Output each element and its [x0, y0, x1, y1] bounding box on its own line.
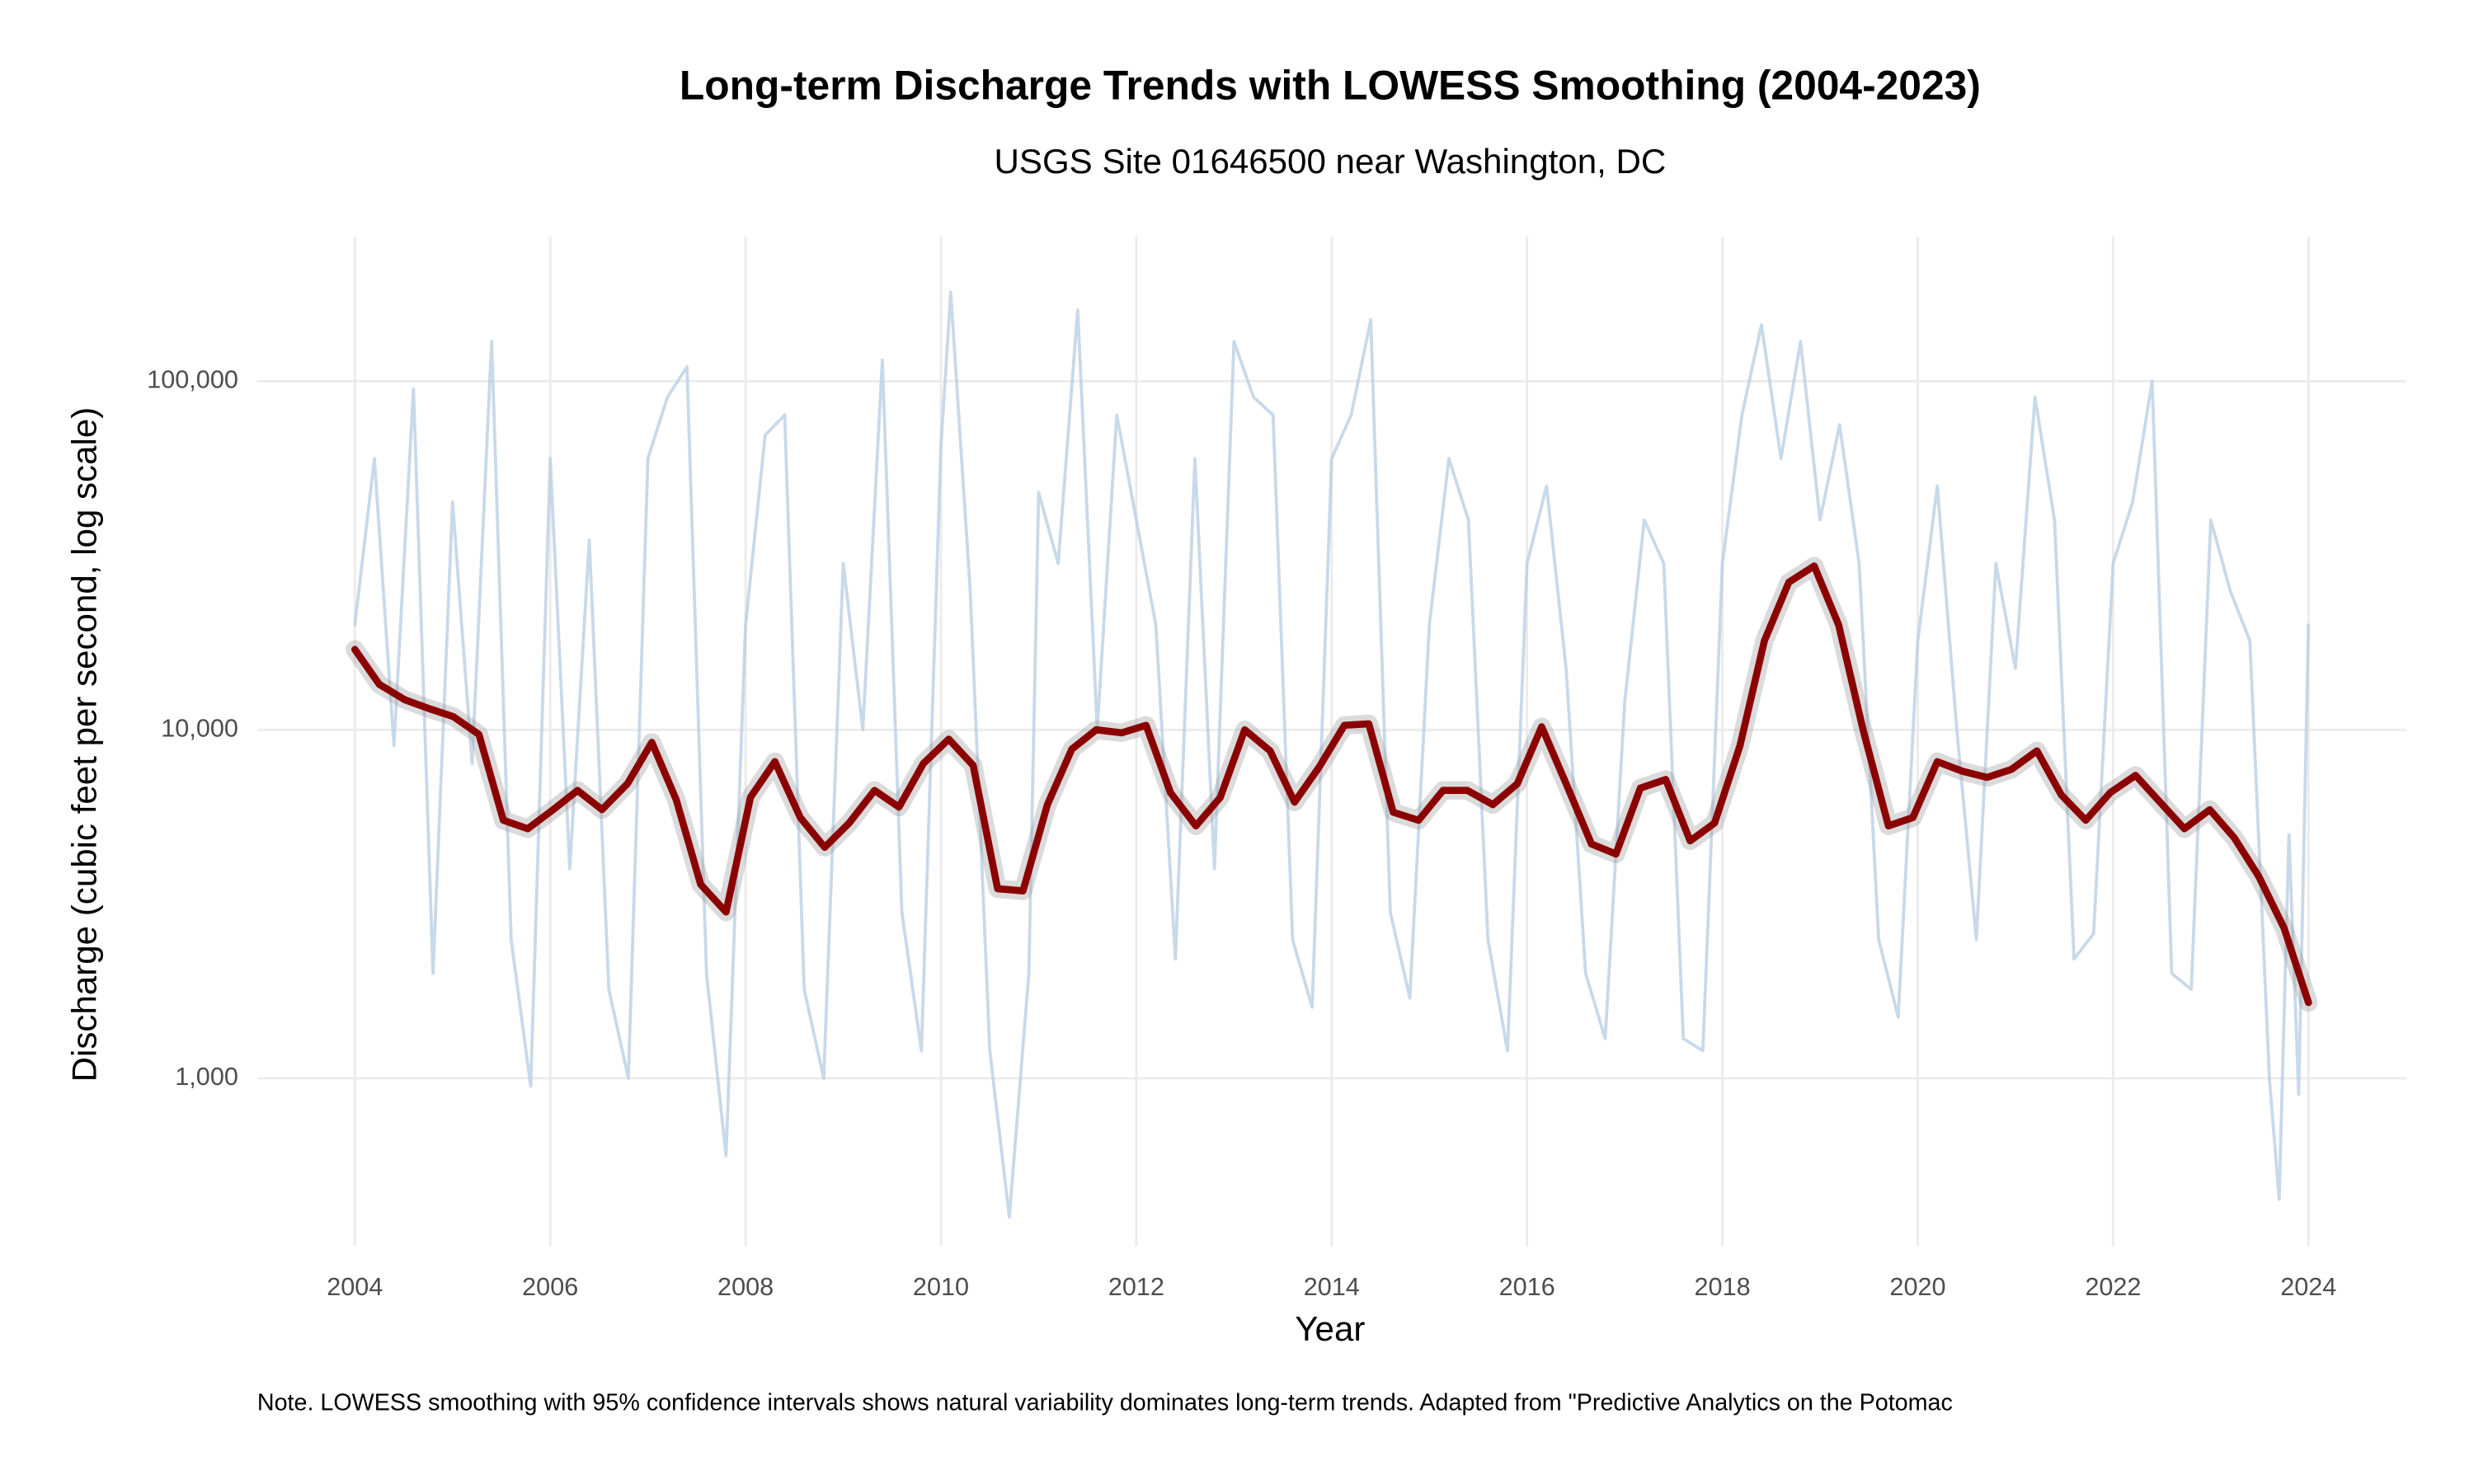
x-tick-label: 2024 — [2280, 1273, 2336, 1301]
y-tick-label: 10,000 — [161, 714, 238, 742]
y-tick-label: 100,000 — [147, 366, 238, 394]
x-tick-label: 2004 — [327, 1273, 383, 1301]
chart-title: Long-term Discharge Trends with LOWESS S… — [680, 62, 1981, 108]
lowess-line — [351, 562, 2312, 1007]
x-axis-label: Year — [1295, 1309, 1365, 1348]
x-tick-label: 2012 — [1108, 1273, 1164, 1301]
note: Note. LOWESS smoothing with 95% confiden… — [257, 1389, 1953, 1416]
y-tick-label: 1,000 — [175, 1063, 238, 1091]
x-tick-label: 2020 — [1889, 1273, 1945, 1301]
y-axis-label: Discharge (cubic feet per second, log sc… — [64, 407, 103, 1082]
plot-area — [346, 290, 2318, 1219]
x-tick-label: 2014 — [1304, 1273, 1360, 1301]
x-tick-label: 2022 — [2085, 1273, 2141, 1301]
x-tick-label: 2010 — [913, 1273, 969, 1301]
x-tick-label: 2008 — [717, 1273, 774, 1301]
x-tick-label: 2018 — [1695, 1273, 1751, 1301]
x-tick-label: 2006 — [522, 1273, 578, 1301]
daily-discharge-line — [353, 290, 2311, 1219]
x-tick-label: 2016 — [1499, 1273, 1555, 1301]
chart-subtitle: USGS Site 01646500 near Washington, DC — [995, 142, 1667, 181]
grid: 2004 2006 2008 2010 2012 2014 2016 2018 2020 2022… — [147, 236, 2406, 1301]
